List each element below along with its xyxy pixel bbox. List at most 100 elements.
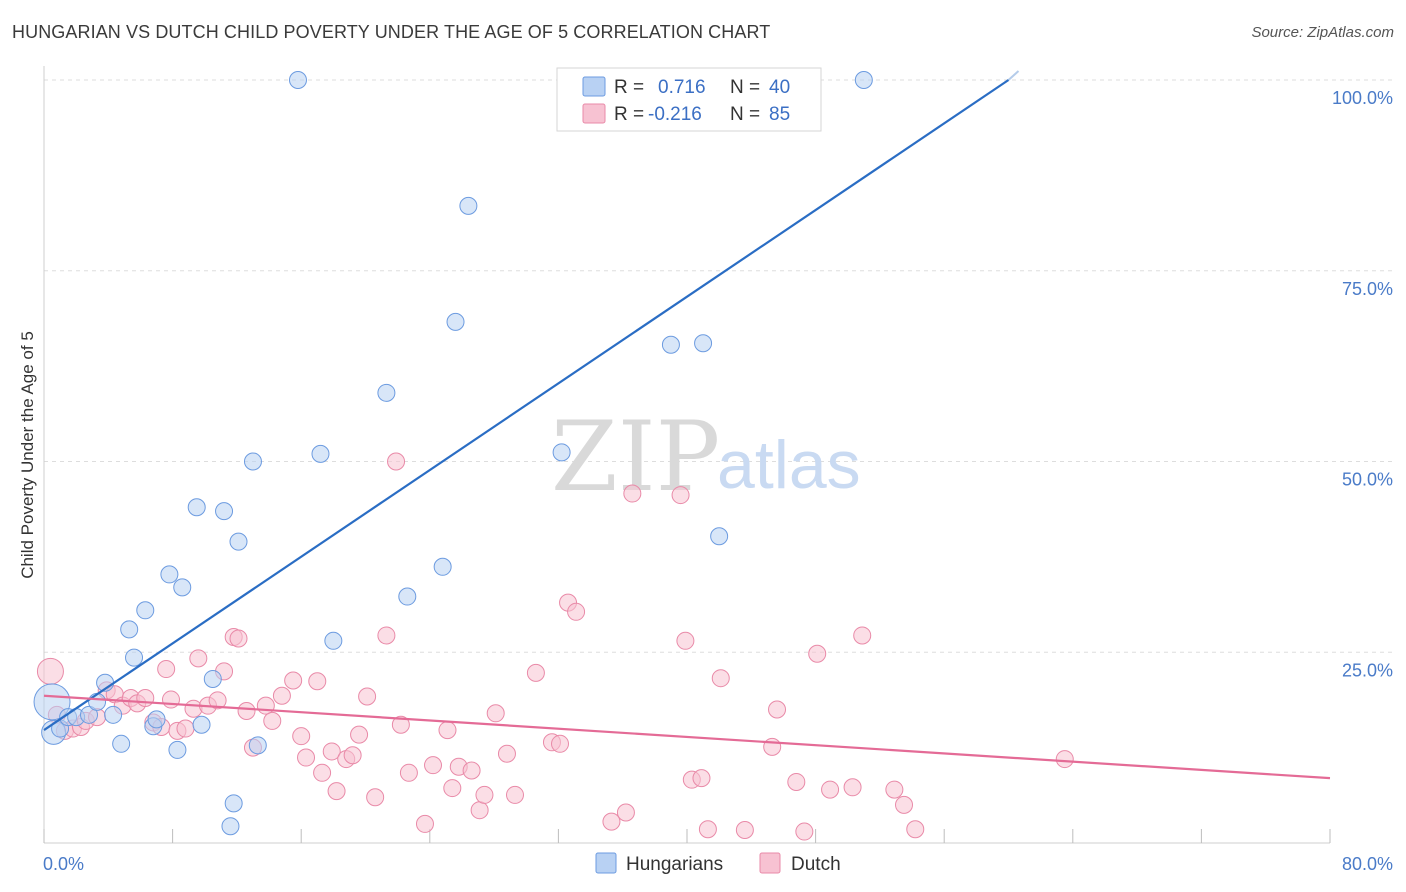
y-tick-label-100: 100.0% xyxy=(1332,88,1393,108)
legend-n-value-dutch: 85 xyxy=(769,104,790,125)
y-tick-labels: 25.0% 50.0% 75.0% 100.0% xyxy=(1332,88,1393,680)
point-dutch-15 xyxy=(157,660,176,679)
legend-swatch-dutch xyxy=(582,103,606,124)
point-dutch-29 xyxy=(263,711,282,730)
point-hungarians-25 xyxy=(243,452,262,471)
y-tick-label-25: 25.0% xyxy=(1342,660,1393,680)
legend: R = 0.716 N = 40 R = -0.216 N = 85 xyxy=(556,67,822,132)
point-hungarians-34 xyxy=(459,196,478,215)
point-dutch-55 xyxy=(486,704,505,723)
dutch-points xyxy=(36,452,1074,841)
point-dutch-16 xyxy=(161,690,180,709)
point-dutch-33 xyxy=(297,748,316,767)
chart-source: Source: ZipAtlas.com xyxy=(1251,24,1394,41)
point-dutch-37 xyxy=(327,782,346,801)
point-hungarians-15 xyxy=(160,565,179,584)
point-dutch-60 xyxy=(551,734,570,753)
watermark-atlas: atlas xyxy=(717,427,861,503)
point-hungarians-6 xyxy=(88,692,107,711)
point-dutch-66 xyxy=(671,486,690,505)
bottom-legend-label-hungarians: Hungarians xyxy=(626,854,723,875)
point-dutch-39 xyxy=(343,746,362,765)
point-dutch-47 xyxy=(415,814,434,833)
point-dutch-35 xyxy=(313,763,332,782)
bottom-legend: Hungarians Dutch xyxy=(595,852,841,875)
point-dutch-73 xyxy=(763,737,782,756)
hungarian-points xyxy=(33,71,873,836)
point-hungarians-32 xyxy=(433,557,452,576)
point-dutch-54 xyxy=(475,785,494,804)
trend-line-hungarians xyxy=(43,79,1010,731)
y-tick-label-75: 75.0% xyxy=(1342,279,1393,299)
point-hungarians-17 xyxy=(173,578,192,597)
legend-n-value-hungarians: 40 xyxy=(769,77,790,98)
point-hungarians-19 xyxy=(192,715,211,734)
point-hungarians-9 xyxy=(112,734,131,753)
point-dutch-65 xyxy=(623,484,642,503)
bottom-legend-swatch-hungarians xyxy=(595,852,617,874)
trend-line-hungarians-extension xyxy=(1007,70,1020,81)
point-dutch-41 xyxy=(358,687,377,706)
point-dutch-74 xyxy=(768,700,787,719)
point-hungarians-11 xyxy=(125,648,144,667)
point-dutch-22 xyxy=(208,691,227,710)
point-dutch-43 xyxy=(377,626,396,645)
point-hungarians-12 xyxy=(136,601,155,620)
point-dutch-71 xyxy=(711,669,730,688)
point-dutch-72 xyxy=(735,821,754,840)
point-hungarians-21 xyxy=(215,502,234,521)
point-dutch-58 xyxy=(526,663,545,682)
point-hungarians-24 xyxy=(229,532,248,551)
point-dutch-42 xyxy=(366,788,385,807)
point-dutch-49 xyxy=(438,721,457,740)
legend-r-value-dutch: -0.216 xyxy=(648,104,702,125)
chart-title: HUNGARIAN VS DUTCH CHILD POVERTY UNDER T… xyxy=(12,22,771,42)
point-dutch-77 xyxy=(808,644,827,663)
point-hungarians-14 xyxy=(147,710,166,729)
point-hungarians-35 xyxy=(552,443,571,462)
point-dutch-57 xyxy=(505,785,524,804)
point-dutch-48 xyxy=(424,756,443,775)
point-hungarians-39 xyxy=(854,71,873,89)
point-dutch-76 xyxy=(795,822,814,841)
point-dutch-53 xyxy=(470,801,489,820)
point-dutch-50 xyxy=(443,779,462,798)
point-dutch-34 xyxy=(308,672,327,691)
point-dutch-70 xyxy=(698,820,717,839)
point-hungarians-20 xyxy=(203,669,222,688)
point-dutch-26 xyxy=(237,702,256,721)
bottom-legend-swatch-dutch xyxy=(759,852,781,874)
point-dutch-40 xyxy=(350,725,369,744)
point-dutch-30 xyxy=(272,686,291,705)
point-hungarians-0 xyxy=(33,683,71,721)
point-hungarians-26 xyxy=(248,736,267,755)
y-tick-label-50: 50.0% xyxy=(1342,470,1393,490)
point-hungarians-5 xyxy=(80,705,99,724)
point-dutch-64 xyxy=(616,803,635,822)
point-hungarians-10 xyxy=(120,620,139,639)
trend-line-dutch xyxy=(43,694,1331,780)
point-dutch-82 xyxy=(895,795,914,814)
point-dutch-83 xyxy=(906,820,925,839)
y-axis-label: Child Poverty Under the Age of 5 xyxy=(18,331,37,579)
legend-r-label-hungarians: R = xyxy=(614,77,644,98)
point-hungarians-28 xyxy=(311,444,330,463)
point-hungarians-16 xyxy=(168,740,187,759)
point-dutch-25 xyxy=(229,629,248,648)
point-dutch-78 xyxy=(821,780,840,799)
point-hungarians-36 xyxy=(661,335,680,354)
point-dutch-32 xyxy=(292,727,311,746)
point-hungarians-31 xyxy=(398,587,417,606)
grid xyxy=(44,79,1394,653)
point-hungarians-23 xyxy=(224,794,243,813)
point-dutch-56 xyxy=(497,744,516,763)
point-hungarians-22 xyxy=(221,817,240,836)
point-hungarians-33 xyxy=(446,312,465,331)
point-dutch-31 xyxy=(284,671,303,690)
legend-n-label-dutch: N = xyxy=(730,104,760,125)
legend-r-label-dutch: R = xyxy=(614,104,644,125)
point-dutch-28 xyxy=(256,696,275,715)
legend-n-label-hungarians: N = xyxy=(730,77,760,98)
point-hungarians-27 xyxy=(288,71,307,89)
point-dutch-75 xyxy=(787,772,806,791)
